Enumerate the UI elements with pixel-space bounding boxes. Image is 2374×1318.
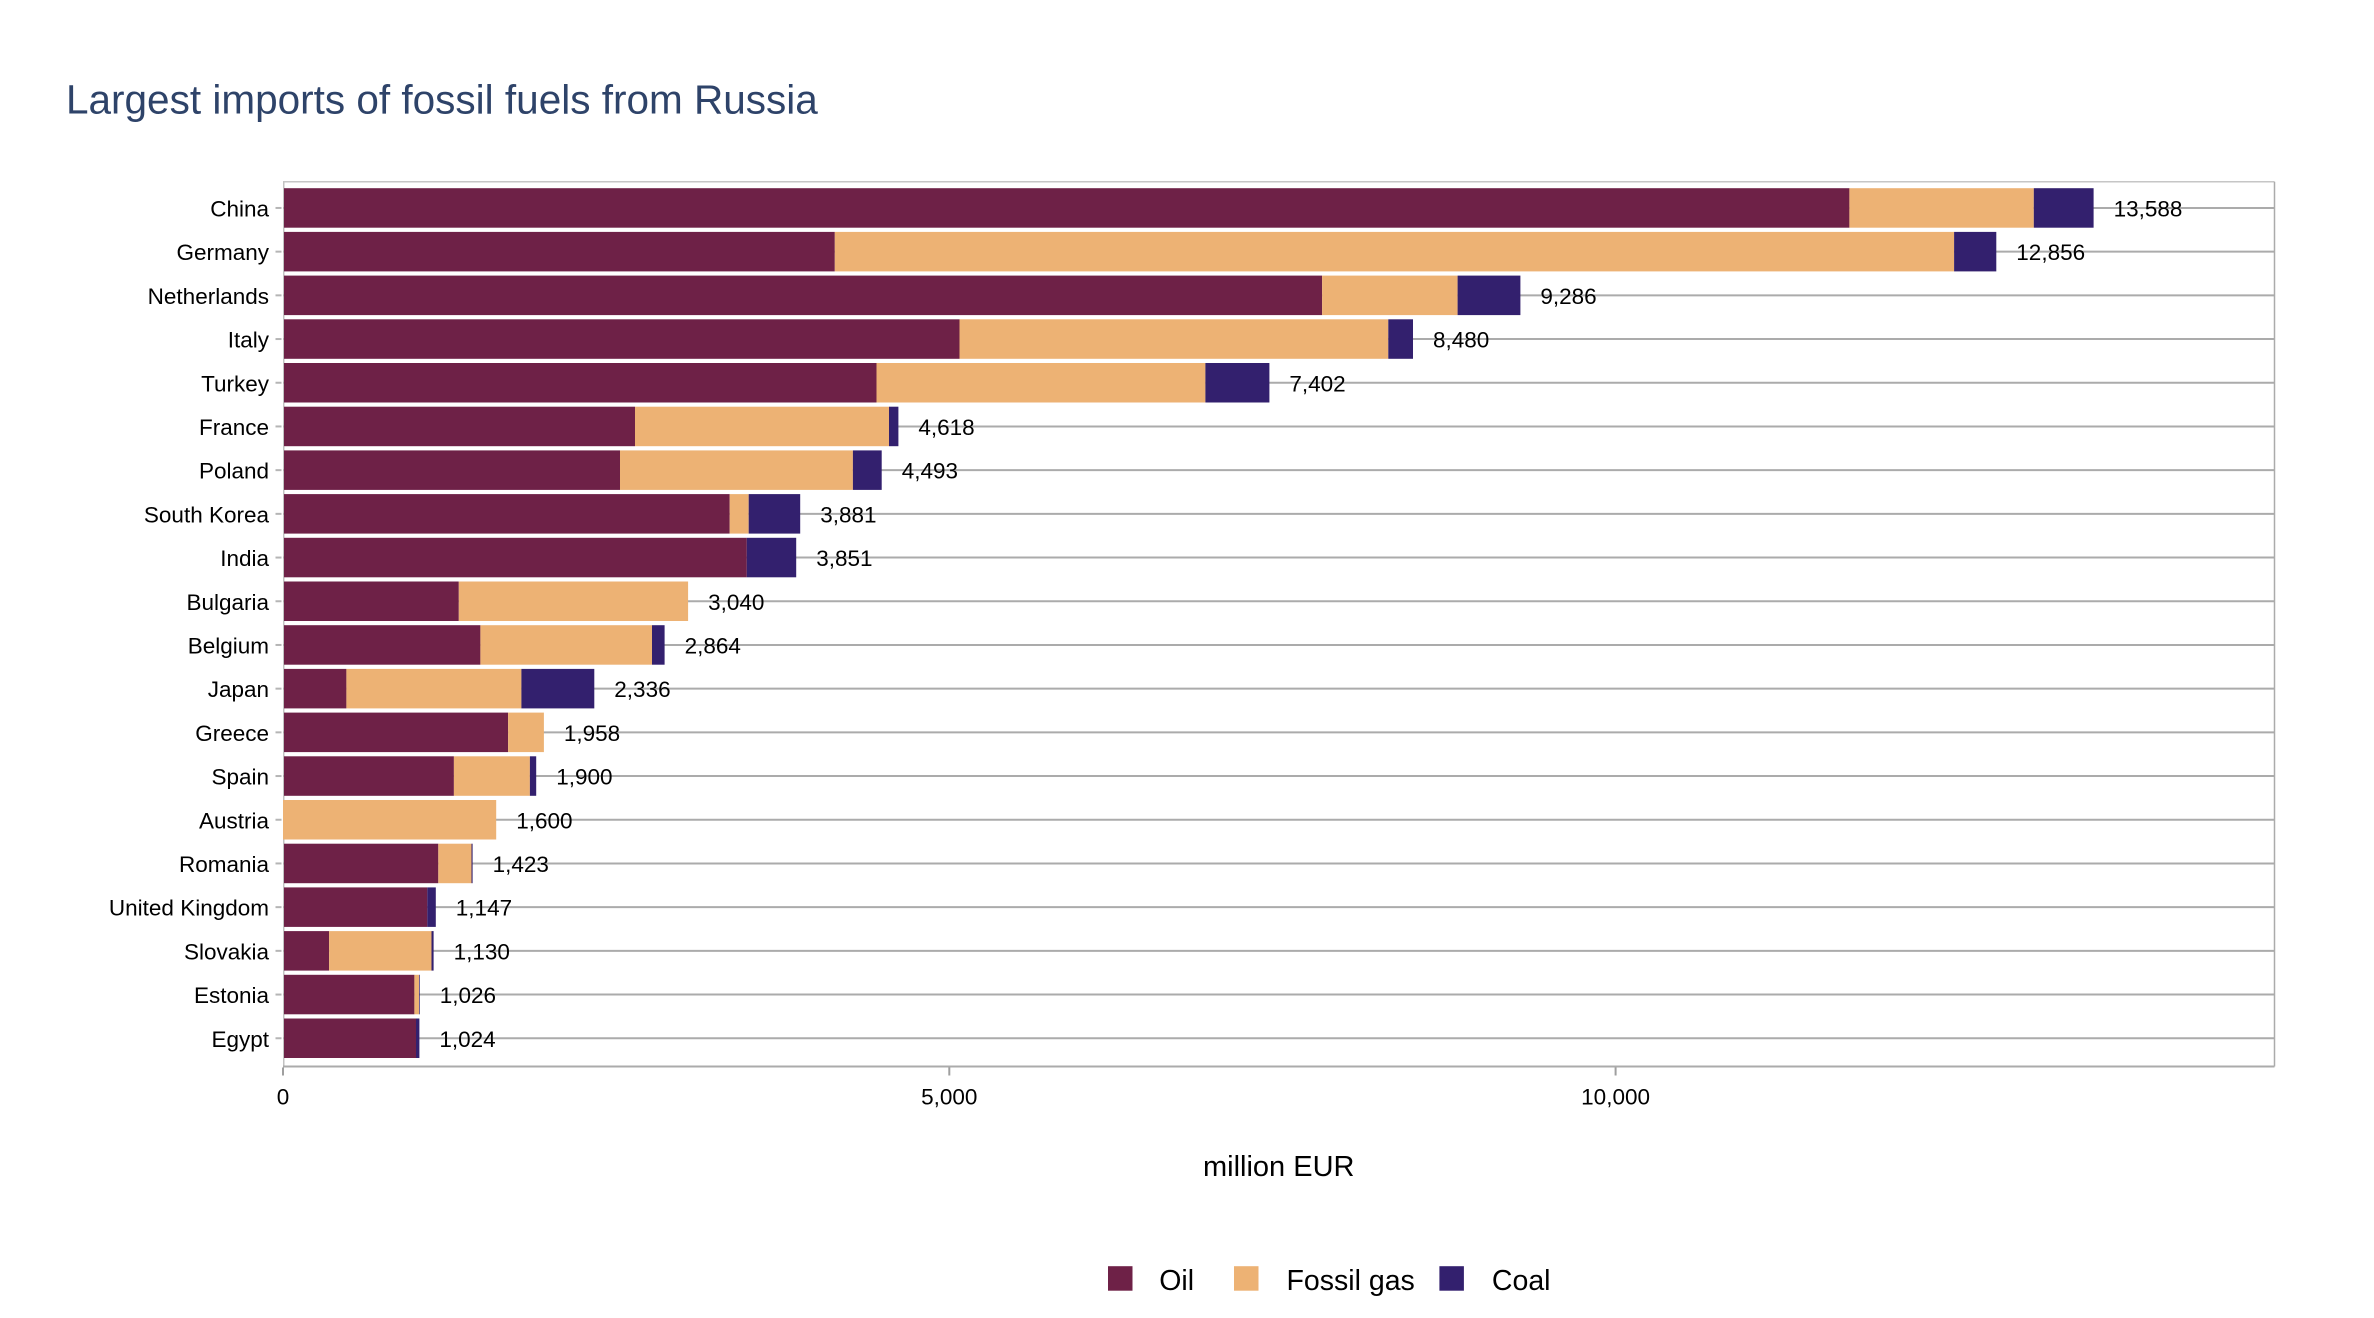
svg-text:Poland: Poland xyxy=(199,459,269,484)
svg-text:4,493: 4,493 xyxy=(902,459,958,484)
svg-text:Romania: Romania xyxy=(179,852,270,877)
svg-text:Slovakia: Slovakia xyxy=(184,939,270,964)
svg-text:Greece: Greece xyxy=(195,721,269,746)
svg-text:13,588: 13,588 xyxy=(2114,196,2183,221)
svg-text:Belgium: Belgium xyxy=(188,633,269,658)
svg-text:8,480: 8,480 xyxy=(1433,328,1489,353)
svg-text:Fossil gas: Fossil gas xyxy=(1287,1265,1415,1297)
svg-text:12,856: 12,856 xyxy=(2016,240,2085,265)
svg-text:Japan: Japan xyxy=(208,677,269,702)
svg-text:10,000: 10,000 xyxy=(1581,1085,1650,1110)
svg-text:France: France xyxy=(199,415,269,440)
svg-text:2,336: 2,336 xyxy=(614,677,670,702)
svg-text:Bulgaria: Bulgaria xyxy=(186,590,269,615)
svg-text:Spain: Spain xyxy=(211,765,269,790)
svg-text:1,423: 1,423 xyxy=(493,852,549,877)
svg-text:India: India xyxy=(220,546,269,571)
svg-text:Estonia: Estonia xyxy=(194,983,270,1008)
svg-text:3,881: 3,881 xyxy=(820,502,876,527)
svg-text:million EUR: million EUR xyxy=(1203,1151,1354,1183)
svg-text:Germany: Germany xyxy=(176,240,269,265)
svg-text:Oil: Oil xyxy=(1159,1265,1194,1297)
svg-text:1,600: 1,600 xyxy=(516,808,572,833)
svg-text:1,130: 1,130 xyxy=(454,939,510,964)
svg-text:1,958: 1,958 xyxy=(564,721,620,746)
svg-text:5,000: 5,000 xyxy=(921,1085,977,1110)
svg-text:United Kingdom: United Kingdom xyxy=(109,896,269,921)
svg-text:3,851: 3,851 xyxy=(816,546,872,571)
svg-text:Turkey: Turkey xyxy=(201,371,270,396)
svg-text:3,040: 3,040 xyxy=(708,590,764,615)
svg-text:7,402: 7,402 xyxy=(1289,371,1345,396)
svg-text:1,900: 1,900 xyxy=(556,765,612,790)
svg-text:Largest imports of fossil fuel: Largest imports of fossil fuels from Rus… xyxy=(66,77,818,123)
svg-text:0: 0 xyxy=(277,1085,290,1110)
svg-text:9,286: 9,286 xyxy=(1540,284,1596,309)
svg-text:Egypt: Egypt xyxy=(211,1027,269,1052)
svg-text:1,026: 1,026 xyxy=(440,983,496,1008)
svg-text:China: China xyxy=(210,196,269,221)
svg-text:1,024: 1,024 xyxy=(439,1027,495,1052)
svg-text:Austria: Austria xyxy=(199,808,270,833)
svg-text:Italy: Italy xyxy=(228,328,270,353)
svg-text:4,618: 4,618 xyxy=(918,415,974,440)
svg-text:South Korea: South Korea xyxy=(144,502,270,527)
svg-text:Netherlands: Netherlands xyxy=(148,284,269,309)
svg-text:2,864: 2,864 xyxy=(685,633,741,658)
svg-text:1,147: 1,147 xyxy=(456,896,512,921)
svg-text:Coal: Coal xyxy=(1492,1265,1551,1297)
